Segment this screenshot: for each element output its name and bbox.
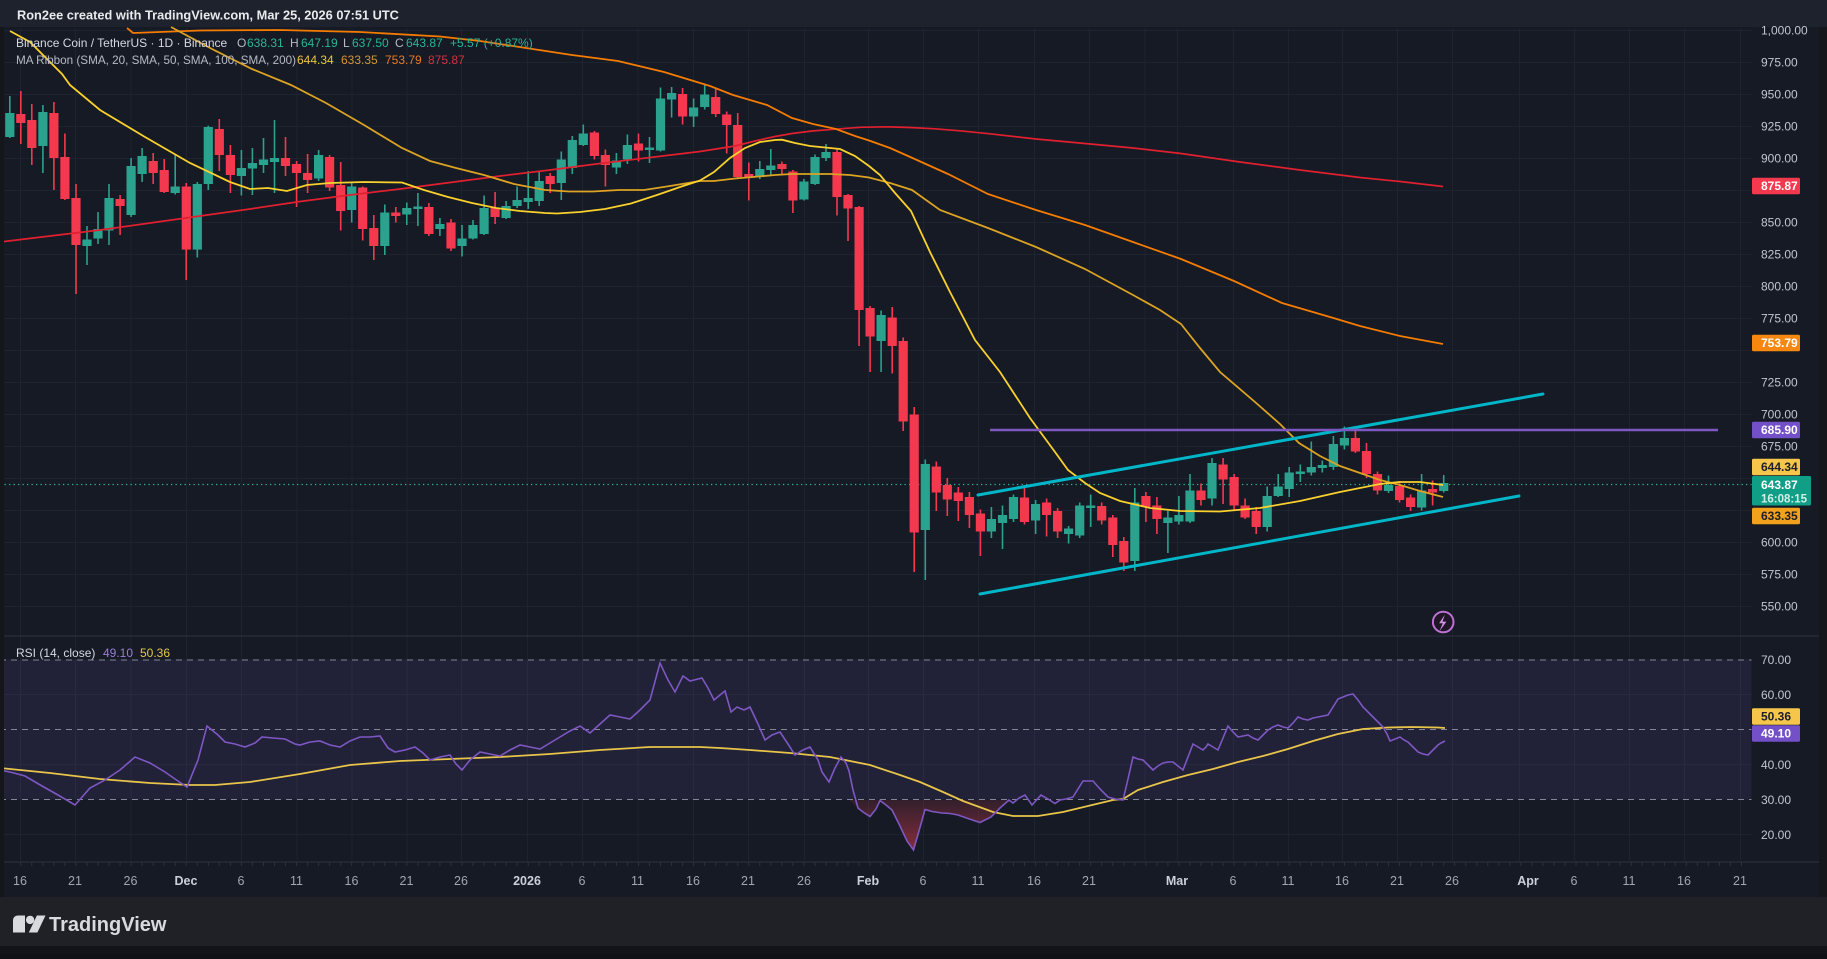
svg-text:825.00: 825.00	[1761, 248, 1798, 262]
svg-text:644.34: 644.34	[1761, 460, 1798, 474]
svg-text:C: C	[395, 36, 404, 50]
svg-text:685.90: 685.90	[1761, 423, 1798, 437]
svg-text:+5.57 (+0.87%): +5.57 (+0.87%)	[450, 36, 533, 50]
svg-text:40.00: 40.00	[1761, 758, 1791, 772]
svg-text:11: 11	[290, 874, 303, 888]
svg-text:633.35: 633.35	[341, 53, 378, 67]
svg-text:26: 26	[797, 874, 811, 888]
svg-text:50.36: 50.36	[1761, 710, 1791, 724]
svg-text:26: 26	[454, 874, 468, 888]
svg-text:11: 11	[972, 874, 985, 888]
svg-text:RSI (14, close): RSI (14, close)	[16, 646, 95, 660]
svg-text:725.00: 725.00	[1761, 376, 1798, 390]
svg-text:Mar: Mar	[1166, 874, 1188, 888]
svg-text:21: 21	[1733, 874, 1747, 888]
svg-text:21: 21	[741, 874, 755, 888]
svg-text:Dec: Dec	[175, 874, 198, 888]
svg-text:TradingView: TradingView	[49, 914, 167, 936]
svg-text:6: 6	[579, 874, 586, 888]
svg-text:30.00: 30.00	[1761, 793, 1791, 807]
svg-text:H: H	[290, 36, 299, 50]
svg-text:21: 21	[68, 874, 82, 888]
svg-text:800.00: 800.00	[1761, 280, 1798, 294]
svg-text:16: 16	[13, 874, 27, 888]
svg-text:MA Ribbon (SMA, 20, SMA, 50, S: MA Ribbon (SMA, 20, SMA, 50, SMA, 100, S…	[16, 54, 296, 67]
svg-text:633.35: 633.35	[1761, 509, 1798, 523]
svg-text:6: 6	[238, 874, 245, 888]
svg-text:850.00: 850.00	[1761, 216, 1798, 230]
svg-text:11: 11	[1623, 874, 1636, 888]
svg-text:600.00: 600.00	[1761, 536, 1798, 550]
svg-text:50.36: 50.36	[140, 646, 170, 660]
svg-text:O: O	[237, 36, 246, 50]
svg-text:Feb: Feb	[857, 874, 880, 888]
svg-text:60.00: 60.00	[1761, 688, 1791, 702]
svg-text:20.00: 20.00	[1761, 828, 1791, 842]
svg-text:Binance Coin / TetherUS · 1D ·: Binance Coin / TetherUS · 1D · Binance	[16, 36, 228, 50]
svg-text:26: 26	[124, 874, 138, 888]
svg-text:6: 6	[1571, 874, 1578, 888]
svg-text:16:08:15: 16:08:15	[1761, 494, 1808, 506]
svg-text:950.00: 950.00	[1761, 88, 1798, 102]
svg-text:70.00: 70.00	[1761, 653, 1791, 667]
svg-text:900.00: 900.00	[1761, 152, 1798, 166]
svg-text:49.10: 49.10	[1761, 727, 1791, 741]
svg-text:2026: 2026	[513, 874, 541, 888]
svg-text:753.79: 753.79	[385, 53, 422, 67]
svg-text:21: 21	[400, 874, 414, 888]
svg-text:700.00: 700.00	[1761, 408, 1798, 422]
svg-text:16: 16	[345, 874, 359, 888]
svg-text:Ron2ee created with TradingVie: Ron2ee created with TradingView.com, Mar…	[17, 8, 399, 23]
svg-text:16: 16	[1027, 874, 1041, 888]
svg-text:647.19: 647.19	[301, 36, 338, 50]
svg-text:11: 11	[631, 874, 644, 888]
svg-text:1,000.00: 1,000.00	[1761, 24, 1808, 38]
svg-text:644.34: 644.34	[297, 53, 334, 67]
svg-text:21: 21	[1390, 874, 1404, 888]
svg-text:637.50: 637.50	[352, 36, 389, 50]
svg-text:975.00: 975.00	[1761, 56, 1798, 70]
svg-text:550.00: 550.00	[1761, 600, 1798, 614]
svg-text:643.87: 643.87	[406, 36, 443, 50]
svg-text:L: L	[343, 36, 350, 50]
svg-text:875.87: 875.87	[428, 53, 465, 67]
svg-text:643.87: 643.87	[1761, 478, 1798, 492]
svg-text:21: 21	[1082, 874, 1096, 888]
svg-text:11: 11	[1282, 874, 1295, 888]
svg-text:6: 6	[1230, 874, 1237, 888]
svg-text:16: 16	[686, 874, 700, 888]
svg-text:875.87: 875.87	[1761, 179, 1798, 193]
svg-text:49.10: 49.10	[103, 646, 133, 660]
svg-text:26: 26	[1445, 874, 1459, 888]
svg-text:753.79: 753.79	[1761, 336, 1798, 350]
svg-text:Apr: Apr	[1517, 874, 1539, 888]
svg-text:16: 16	[1335, 874, 1349, 888]
svg-text:575.00: 575.00	[1761, 568, 1798, 582]
svg-text:6: 6	[920, 874, 927, 888]
svg-text:675.00: 675.00	[1761, 440, 1798, 454]
svg-text:775.00: 775.00	[1761, 312, 1798, 326]
svg-text:638.31: 638.31	[247, 36, 284, 50]
svg-text:925.00: 925.00	[1761, 120, 1798, 134]
svg-text:16: 16	[1677, 874, 1691, 888]
